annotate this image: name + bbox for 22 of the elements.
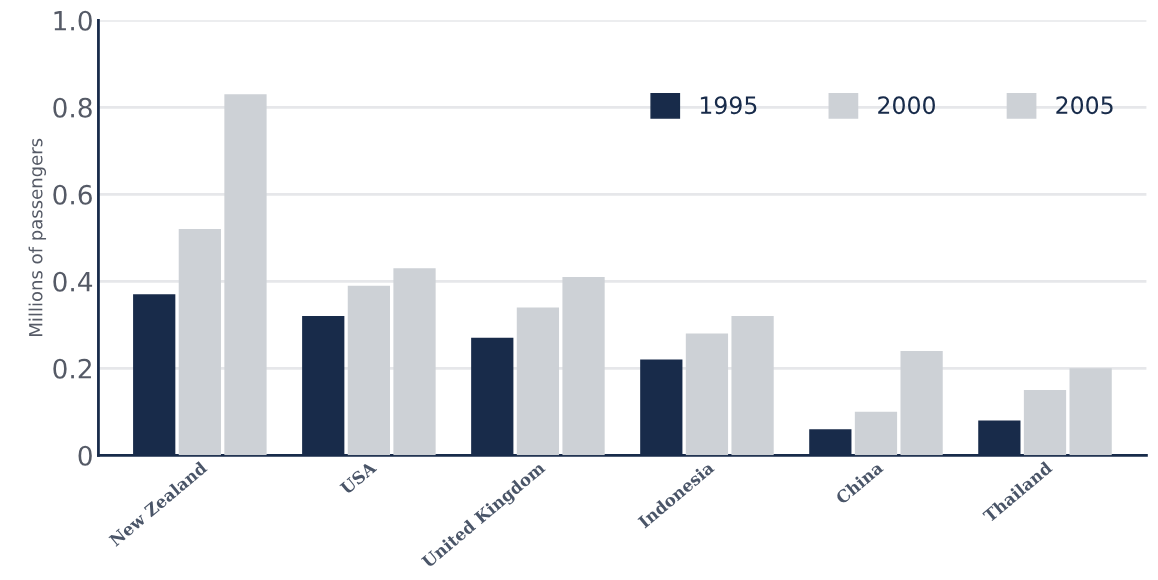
bar <box>516 307 560 456</box>
y-tick-label: 1.0 <box>54 10 92 31</box>
bar <box>393 268 436 456</box>
y-tick-label: 0.2 <box>53 358 91 379</box>
bar <box>854 411 898 456</box>
y-tick-label: 0.6 <box>53 184 92 205</box>
bar <box>562 276 605 456</box>
bar <box>1069 368 1112 456</box>
legend-label: 2005 <box>1056 96 1113 115</box>
legend-label: 1995 <box>700 96 757 115</box>
y-axis-title: Millions of passengers <box>28 138 47 336</box>
y-tick-label: 0.8 <box>53 97 92 118</box>
bar <box>347 285 391 456</box>
legend-label: 2000 <box>878 96 935 115</box>
bar <box>178 229 221 456</box>
bar <box>224 94 267 456</box>
bar <box>731 316 774 456</box>
bar <box>685 333 729 456</box>
y-tick-label: 0.4 <box>53 271 93 292</box>
bar <box>1023 390 1067 456</box>
y-tick-label: 0 <box>78 445 92 466</box>
bar <box>900 350 943 456</box>
